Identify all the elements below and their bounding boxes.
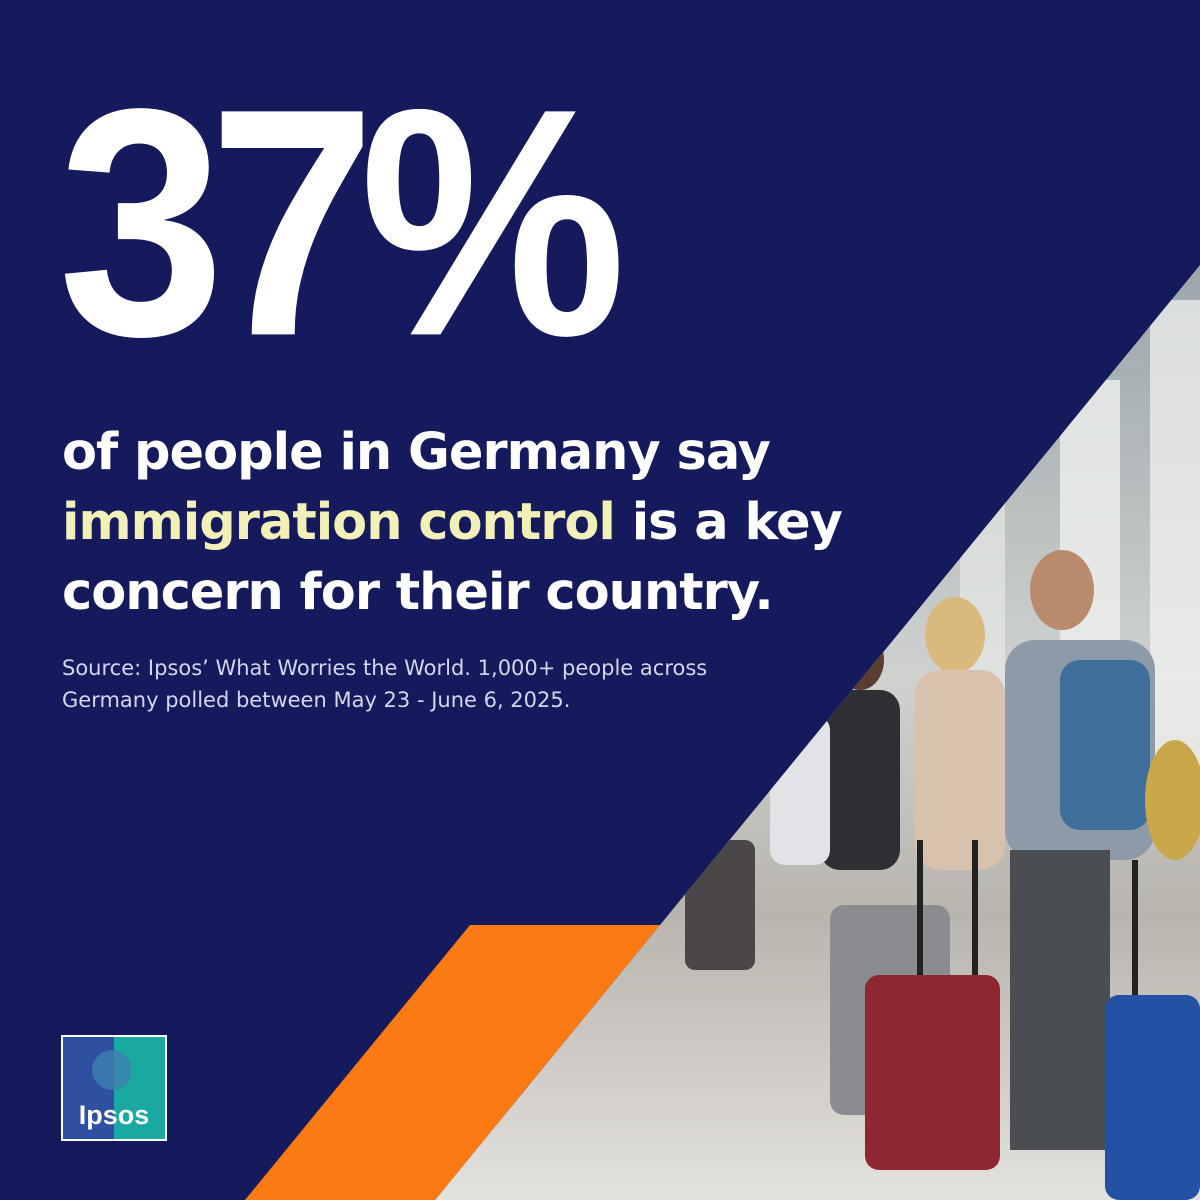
headline-line: immigration control is a key — [62, 488, 843, 558]
highlight: immigration control — [62, 493, 616, 552]
headline-text: of people in Germany say immigration con… — [62, 418, 843, 628]
headline-line: of people in Germany say — [62, 423, 771, 482]
headline-fragment: is a key — [631, 493, 843, 552]
logo-text: Ipsos — [78, 1100, 150, 1130]
source-line: Source: Ipsos’ What Worries the World. 1… — [62, 656, 708, 680]
accent-shape — [245, 925, 660, 1200]
headline-line: concern for their country. — [62, 563, 774, 622]
source: Source: Ipsos’ What Worries the World. 1… — [62, 652, 707, 716]
source-line: Germany polled between May 23 - June 6, … — [62, 688, 571, 712]
logo-mark — [61, 1035, 167, 1141]
stat: 37% — [58, 40, 626, 404]
